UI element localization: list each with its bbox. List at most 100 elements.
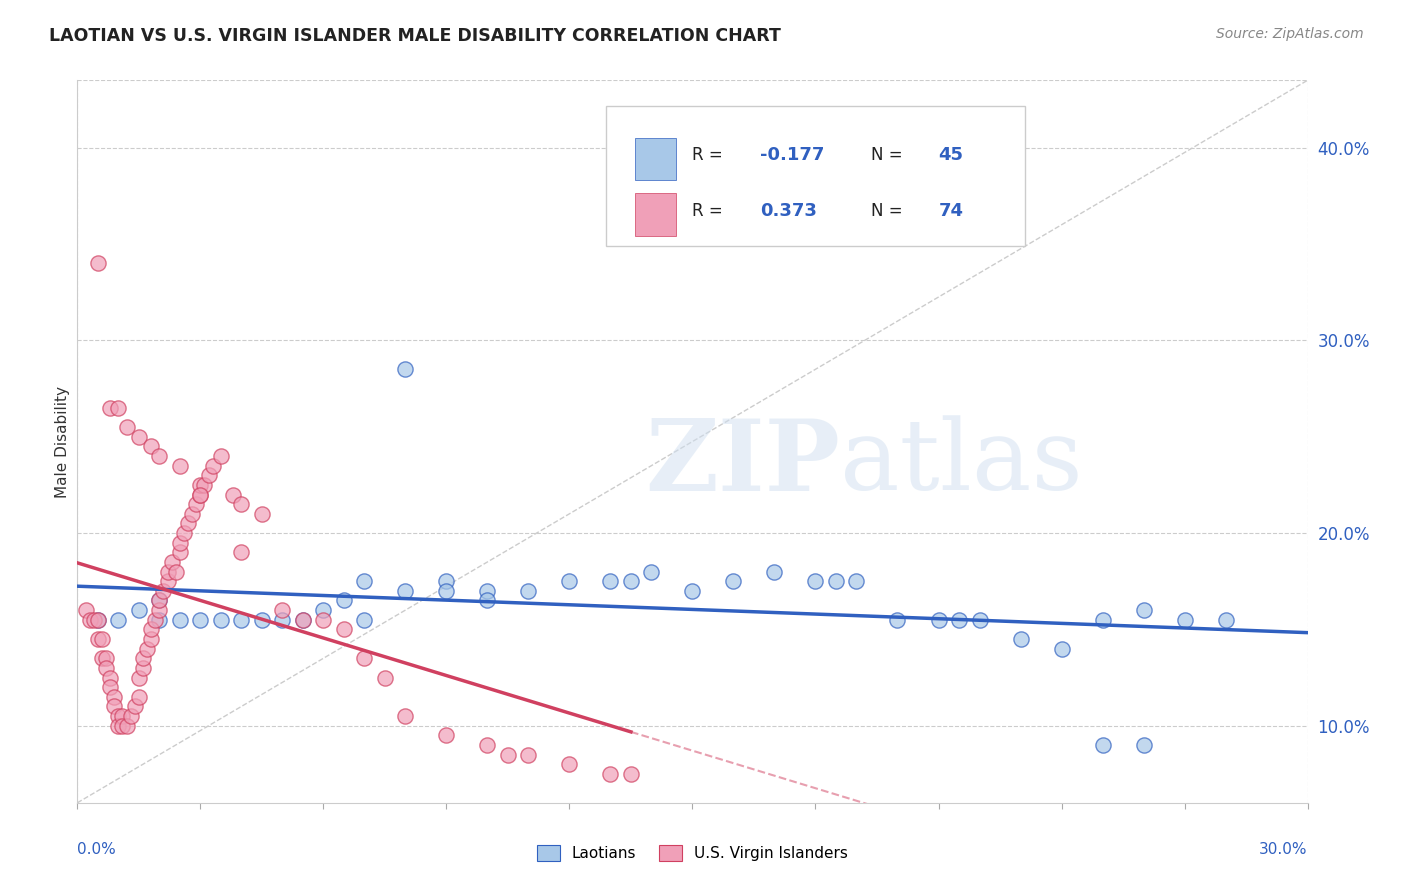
Text: -0.177: -0.177 <box>761 146 824 164</box>
Point <box>128 430 150 444</box>
Point <box>209 613 232 627</box>
Point <box>111 719 134 733</box>
Point <box>886 613 908 627</box>
Point <box>763 565 786 579</box>
Point <box>87 613 110 627</box>
Point <box>436 728 458 742</box>
Text: N =: N = <box>870 146 908 164</box>
Point <box>231 613 253 627</box>
Point <box>312 603 335 617</box>
Point <box>103 690 125 704</box>
Point <box>169 613 191 627</box>
Point <box>143 613 166 627</box>
Y-axis label: Male Disability: Male Disability <box>55 385 70 498</box>
Point <box>107 613 129 627</box>
Point <box>477 593 499 607</box>
Point <box>87 256 110 270</box>
Text: N =: N = <box>870 202 908 219</box>
Point <box>312 613 335 627</box>
Point <box>79 613 101 627</box>
Point <box>87 632 110 646</box>
Point <box>128 690 150 704</box>
Point <box>333 593 356 607</box>
Point <box>394 362 416 376</box>
Point <box>620 574 643 589</box>
Point <box>599 574 621 589</box>
Point <box>948 613 970 627</box>
Point <box>1091 613 1114 627</box>
Point <box>640 565 662 579</box>
Point <box>496 747 519 762</box>
Point <box>1132 603 1154 617</box>
Point <box>107 401 129 415</box>
Point <box>599 767 621 781</box>
Text: 30.0%: 30.0% <box>1260 842 1308 856</box>
Point <box>98 680 121 694</box>
Point <box>90 632 114 646</box>
Point <box>128 671 150 685</box>
Point <box>115 420 138 434</box>
Point <box>353 574 375 589</box>
Point <box>517 747 540 762</box>
Point <box>188 478 212 492</box>
Point <box>186 497 208 511</box>
Legend: Laotians, U.S. Virgin Islanders: Laotians, U.S. Virgin Islanders <box>530 839 855 867</box>
Point <box>1215 613 1237 627</box>
Point <box>173 526 195 541</box>
FancyBboxPatch shape <box>634 194 676 236</box>
Point <box>165 565 187 579</box>
Point <box>132 651 155 665</box>
Point <box>1091 738 1114 752</box>
FancyBboxPatch shape <box>634 137 676 180</box>
Point <box>291 613 314 627</box>
Text: R =: R = <box>693 202 728 219</box>
Point <box>98 401 121 415</box>
Point <box>188 613 212 627</box>
Point <box>160 555 183 569</box>
Text: R =: R = <box>693 146 728 164</box>
Point <box>250 613 273 627</box>
Point <box>333 623 356 637</box>
Point <box>436 583 458 598</box>
Point <box>558 574 581 589</box>
Point <box>136 641 159 656</box>
Point <box>825 574 848 589</box>
Point <box>353 613 375 627</box>
Point <box>845 574 868 589</box>
Point <box>94 661 117 675</box>
Point <box>107 719 129 733</box>
Point <box>83 613 105 627</box>
Point <box>723 574 745 589</box>
Point <box>75 603 97 617</box>
Point <box>1010 632 1032 646</box>
Point <box>558 757 581 772</box>
Point <box>90 651 114 665</box>
Point <box>222 487 245 501</box>
Point <box>682 583 704 598</box>
Point <box>132 661 155 675</box>
Point <box>148 593 170 607</box>
Point <box>231 497 253 511</box>
Point <box>394 709 416 723</box>
Point <box>271 613 294 627</box>
Point <box>928 613 950 627</box>
FancyBboxPatch shape <box>606 105 1025 246</box>
Point <box>209 449 232 463</box>
Point <box>231 545 253 559</box>
Point <box>87 613 110 627</box>
Point <box>148 593 170 607</box>
Point <box>141 439 163 453</box>
Text: 0.0%: 0.0% <box>77 842 117 856</box>
Point <box>169 458 191 473</box>
Point <box>188 487 212 501</box>
Point <box>141 623 163 637</box>
Point <box>1050 641 1073 656</box>
Point <box>115 719 138 733</box>
Point <box>804 574 827 589</box>
Point <box>169 535 191 549</box>
Point <box>169 545 191 559</box>
Point <box>620 767 643 781</box>
Point <box>128 603 150 617</box>
Point <box>188 487 212 501</box>
Point <box>436 574 458 589</box>
